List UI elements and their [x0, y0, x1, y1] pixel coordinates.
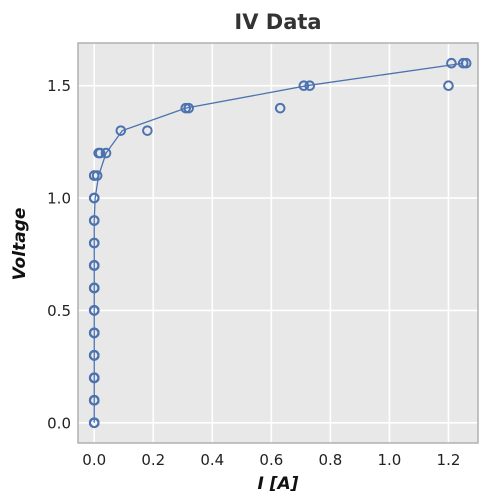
x-tick-label: 0.0 — [82, 451, 106, 469]
x-axis-label: I [A] — [258, 474, 299, 494]
data-point — [88, 282, 100, 294]
data-point — [88, 327, 100, 339]
data-point — [88, 237, 100, 249]
data-point — [88, 192, 100, 204]
data-point — [93, 147, 104, 159]
x-tick-label: 1.0 — [378, 451, 402, 469]
y-axis-label: Voltage — [10, 208, 30, 281]
x-tick-label: 0.2 — [141, 451, 165, 469]
data-point — [443, 80, 454, 91]
plot-frame — [77, 42, 479, 444]
data-point — [115, 125, 127, 136]
data-point — [298, 80, 310, 91]
data-point — [446, 57, 457, 69]
data-point — [88, 350, 100, 361]
y-tick-label: 1.5 — [47, 77, 71, 95]
data-point — [88, 417, 100, 429]
data-point — [88, 170, 100, 181]
x-tick-label: 0.6 — [259, 451, 283, 469]
chart-title: IV Data — [234, 10, 321, 34]
data-point — [274, 102, 286, 114]
x-tick-label: 1.2 — [437, 451, 461, 469]
x-tick-labels: 0.0 0.2 0.4 0.6 0.8 1.0 1.2 — [82, 451, 460, 469]
data-point — [183, 102, 195, 114]
y-tick-label: 0.0 — [47, 414, 71, 432]
grid-lines — [78, 43, 478, 443]
y-tick-labels: 0.0 0.5 1.0 1.5 — [47, 77, 71, 432]
data-point — [142, 125, 153, 136]
data-point — [88, 215, 100, 226]
data-point — [88, 260, 100, 271]
data-points — [88, 57, 472, 429]
x-tick-label: 0.4 — [200, 451, 224, 469]
data-point — [304, 80, 316, 91]
data-point — [460, 57, 472, 69]
y-tick-label: 0.5 — [47, 302, 71, 320]
fit-line-group — [93, 62, 464, 423]
x-tick-label: 0.8 — [318, 451, 342, 469]
y-tick-label: 1.0 — [47, 190, 71, 208]
data-point — [88, 305, 100, 316]
data-point — [88, 395, 100, 406]
data-point — [88, 372, 100, 384]
fit-line — [93, 62, 464, 423]
plot-area — [78, 43, 478, 443]
data-point — [100, 147, 112, 159]
